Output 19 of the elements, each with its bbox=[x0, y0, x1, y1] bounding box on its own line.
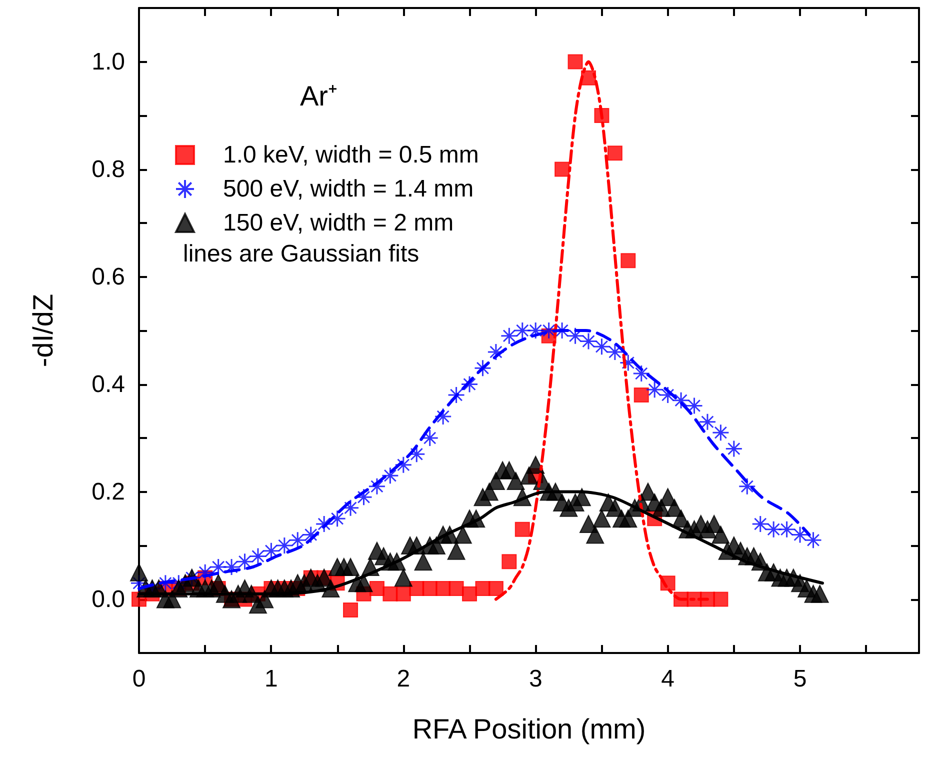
legend-label: 500 eV, width = 1.4 mm bbox=[223, 176, 474, 202]
x-tick-label: 1 bbox=[264, 666, 278, 692]
legend-title: Ar⁺ bbox=[300, 80, 337, 112]
legend-label: 150 eV, width = 2 mm bbox=[223, 210, 454, 236]
x-axis-title: RFA Position (mm) bbox=[412, 714, 646, 744]
x-tick-label: 3 bbox=[528, 666, 542, 692]
y-tick-label: 1.0 bbox=[92, 48, 125, 76]
y-axis-title: -dI/dZ bbox=[28, 294, 58, 368]
legend-label: 1.0 keV, width = 0.5 mm bbox=[223, 142, 479, 168]
y-tick-label: 0.8 bbox=[92, 156, 125, 183]
y-tick-label: 0.4 bbox=[92, 370, 125, 398]
y-tick-label: 0.0 bbox=[92, 586, 125, 613]
y-tick-label: 0.6 bbox=[92, 263, 125, 290]
y-tick-label: 0.2 bbox=[92, 478, 125, 506]
x-tick-label: 4 bbox=[661, 666, 674, 692]
x-tick-label: 0 bbox=[132, 666, 146, 692]
x-tick-label: 5 bbox=[793, 666, 807, 692]
annotation: lines are Gaussian fits bbox=[183, 240, 420, 268]
x-tick-label: 2 bbox=[396, 666, 410, 692]
